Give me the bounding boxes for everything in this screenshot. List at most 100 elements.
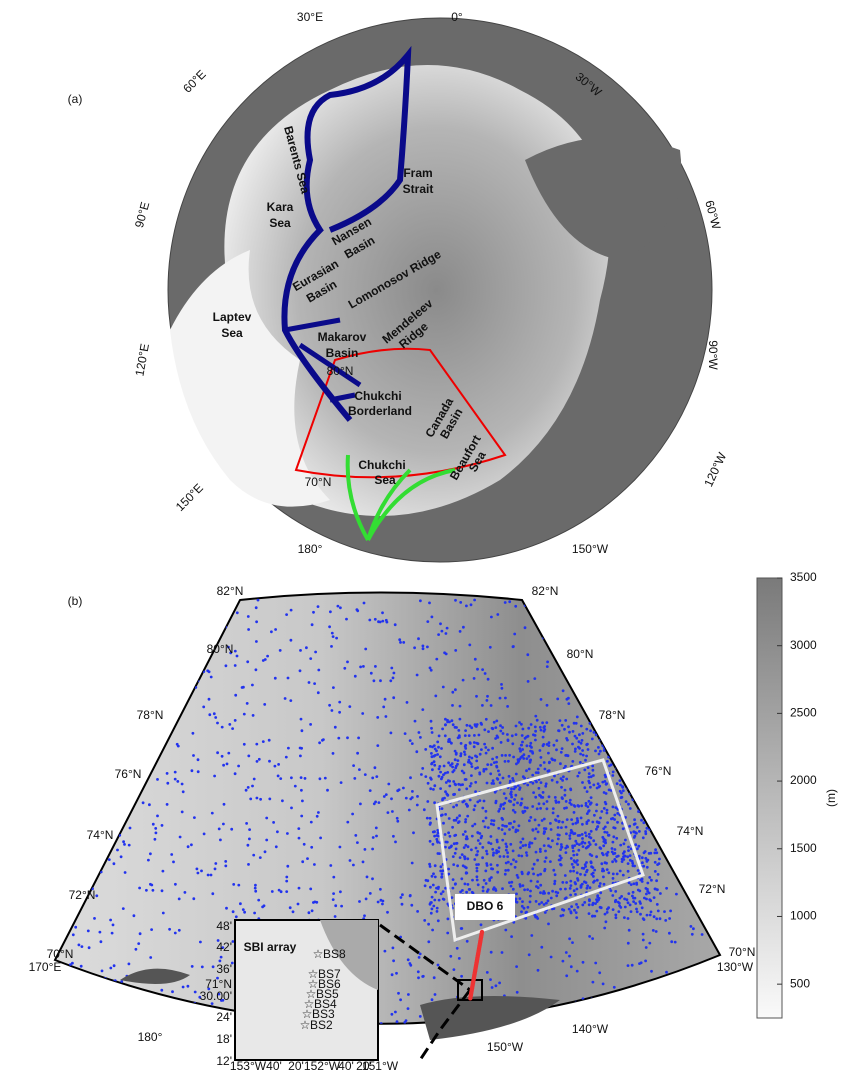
profile-dot: [465, 605, 468, 608]
profile-dot: [416, 1028, 419, 1031]
profile-dot: [561, 881, 564, 884]
profile-dot: [479, 753, 482, 756]
profile-dot: [507, 760, 510, 763]
profile-dot: [601, 781, 604, 784]
profile-dot: [394, 841, 397, 844]
profile-dot: [194, 991, 197, 994]
profile-dot: [511, 742, 514, 745]
profile-dot: [602, 983, 605, 986]
profile-dot: [417, 970, 420, 973]
profile-dot: [666, 1009, 669, 1012]
profile-dot: [451, 719, 454, 722]
profile-dot: [502, 807, 505, 810]
profile-dot: [665, 971, 668, 974]
profile-dot: [499, 781, 502, 784]
profile-dot: [310, 846, 313, 849]
profile-dot: [329, 864, 332, 867]
profile-dot: [574, 881, 577, 884]
profile-dot: [495, 756, 498, 759]
profile-dot: [78, 944, 81, 947]
profile-dot: [505, 845, 508, 848]
profile-dot: [359, 666, 362, 669]
profile-dot: [536, 807, 539, 810]
profile-dot: [247, 755, 250, 758]
figure: (a)(b)30°E0°30°W60°E60°W90°E90°W120°E120…: [0, 0, 846, 1074]
profile-dot: [529, 750, 532, 753]
profile-dot: [626, 731, 629, 734]
profile-dot: [466, 837, 469, 840]
profile-dot: [536, 859, 539, 862]
profile-dot: [639, 738, 642, 741]
profile-dot: [213, 712, 216, 715]
profile-dot: [551, 779, 554, 782]
profile-dot: [588, 833, 591, 836]
profile-dot: [402, 641, 405, 644]
profile-dot: [645, 626, 648, 629]
profile-dot: [471, 825, 474, 828]
profile-dot: [591, 821, 594, 824]
colorbar-tick-label: 500: [790, 976, 810, 990]
profile-dot: [483, 879, 486, 882]
profile-dot: [664, 619, 667, 622]
colorbar-tick-label: 3500: [790, 570, 817, 584]
profile-dot: [608, 764, 611, 767]
profile-dot: [560, 826, 563, 829]
profile-dot: [72, 933, 75, 936]
profile-dot: [518, 747, 521, 750]
profile-dot: [629, 807, 632, 810]
profile-dot: [585, 847, 588, 850]
profile-dot: [688, 741, 691, 744]
profile-dot: [631, 964, 634, 967]
profile-dot: [642, 757, 645, 760]
profile-dot: [187, 985, 190, 988]
profile-dot: [526, 757, 529, 760]
profile-dot: [253, 778, 256, 781]
profile-dot: [545, 721, 548, 724]
profile-dot: [633, 773, 636, 776]
profile-dot: [607, 834, 610, 837]
profile-dot: [653, 896, 656, 899]
profile-dot: [480, 923, 483, 926]
profile-dot: [87, 930, 90, 933]
profile-dot: [650, 640, 653, 643]
profile-dot: [596, 879, 599, 882]
profile-dot: [627, 751, 630, 754]
profile-dot: [381, 620, 384, 623]
profile-dot: [528, 953, 531, 956]
profile-dot: [71, 916, 74, 919]
profile-dot: [539, 848, 542, 851]
profile-dot: [513, 798, 516, 801]
profile-dot: [473, 745, 476, 748]
profile-dot: [653, 796, 656, 799]
profile-dot: [246, 660, 249, 663]
profile-dot: [619, 844, 622, 847]
profile-dot: [182, 653, 185, 656]
profile-dot: [451, 771, 454, 774]
profile-dot: [554, 880, 557, 883]
longitude-label: 140°W: [572, 1022, 609, 1036]
profile-dot: [493, 819, 496, 822]
profile-dot: [284, 697, 287, 700]
longitude-label: 60°E: [180, 67, 208, 95]
profile-dot: [570, 905, 573, 908]
profile-dot: [646, 859, 649, 862]
profile-dot: [630, 745, 633, 748]
profile-dot: [438, 768, 441, 771]
profile-dot: [551, 644, 554, 647]
profile-dot: [438, 735, 441, 738]
profile-dot: [255, 668, 258, 671]
profile-dot: [490, 867, 493, 870]
profile-dot: [114, 655, 117, 658]
profile-dot: [274, 765, 277, 768]
profile-dot: [705, 690, 708, 693]
profile-dot: [583, 901, 586, 904]
profile-dot: [589, 886, 592, 889]
profile-dot: [580, 804, 583, 807]
profile-dot: [547, 837, 550, 840]
profile-dot: [521, 798, 524, 801]
station-marker: ☆: [300, 1018, 311, 1032]
profile-dot: [582, 845, 585, 848]
profile-dot: [241, 686, 244, 689]
profile-dot: [507, 861, 510, 864]
profile-dot: [634, 755, 637, 758]
